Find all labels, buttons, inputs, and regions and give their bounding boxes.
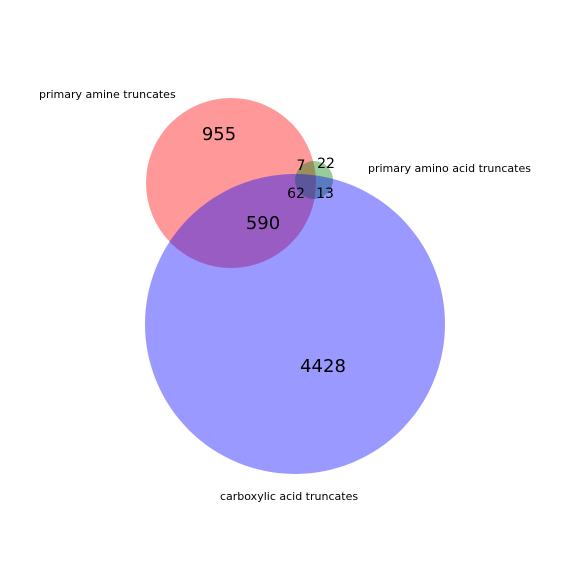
count-amine-carboxylic: 590 (246, 213, 280, 234)
label-primary-amine-truncates: primary amine truncates (39, 88, 176, 101)
count-all-three: 62 (287, 186, 305, 202)
count-amino-acid-carboxylic: 13 (316, 186, 334, 202)
count-amino-acid-only: 22 (317, 156, 335, 172)
label-carboxylic-acid-truncates: carboxylic acid truncates (220, 490, 358, 503)
circle-carboxylic-acid-truncates (145, 174, 445, 474)
count-carboxylic-only: 4428 (300, 356, 346, 377)
count-amine-only: 955 (202, 124, 236, 145)
label-primary-amino-acid-truncates: primary amino acid truncates (368, 162, 531, 175)
count-amine-amino-acid: 7 (297, 158, 306, 174)
